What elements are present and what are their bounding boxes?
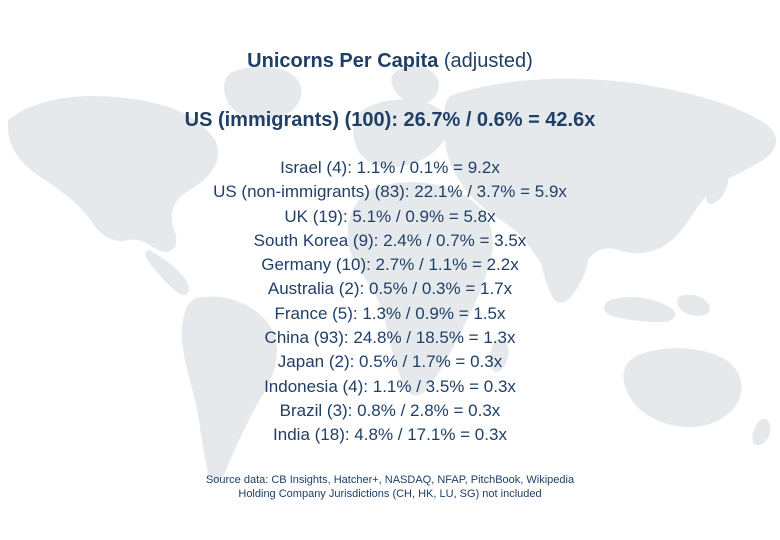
list-item: South Korea (9): 2.4% / 0.7% = 3.5x (253, 230, 527, 250)
headline-stat: US (immigrants) (100): 26.7% / 0.6% = 42… (184, 109, 596, 131)
list-item: Brazil (3): 0.8% / 2.8% = 0.3x (279, 400, 501, 420)
list-item: India (18): 4.8% / 17.1% = 0.3x (273, 425, 507, 445)
page-title: Unicorns Per Capita (adjusted) (0, 50, 780, 73)
list-item: China (93): 24.8% / 18.5% = 1.3x (264, 328, 516, 348)
source-note: Source data: CB Insights, Hatcher+, NASD… (0, 473, 780, 501)
country-list: Israel (4): 1.1% / 0.1% = 9.2x US (non-i… (0, 156, 780, 448)
list-item: US (non-immigrants) (83): 22.1% / 3.7% =… (213, 182, 567, 202)
list-item: Germany (10): 2.7% / 1.1% = 2.2x (261, 255, 519, 275)
list-item: Indonesia (4): 1.1% / 3.5% = 0.3x (264, 376, 516, 396)
list-item: UK (19): 5.1% / 0.9% = 5.8x (284, 206, 496, 226)
source-line: Source data: CB Insights, Hatcher+, NASD… (205, 474, 575, 486)
exclusion-note: Holding Company Jurisdictions (CH, HK, L… (238, 488, 542, 500)
list-item: Japan (2): 0.5% / 1.7% = 0.3x (277, 352, 503, 372)
list-item: France (5): 1.3% / 0.9% = 1.5x (274, 303, 506, 323)
page-title-qualifier: (adjusted) (443, 50, 533, 72)
list-item: Australia (2): 0.5% / 0.3% = 1.7x (267, 279, 513, 299)
list-item: Israel (4): 1.1% / 0.1% = 9.2x (280, 158, 500, 177)
page-title-main: Unicorns Per Capita (247, 50, 439, 72)
